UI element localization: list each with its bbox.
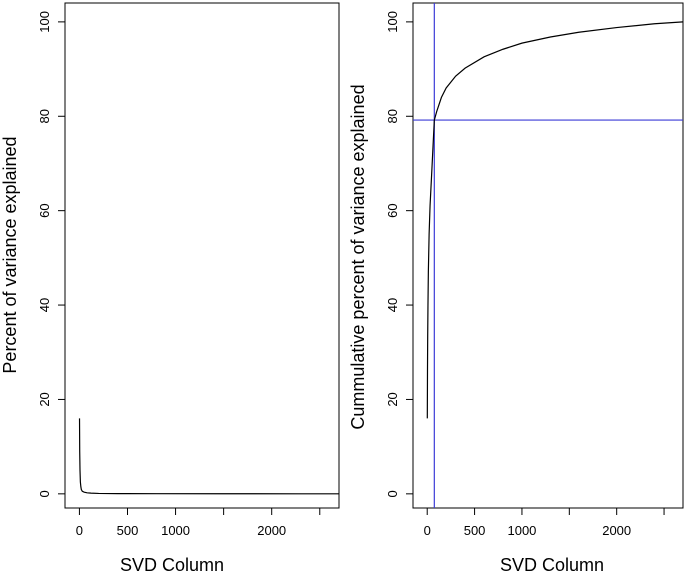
cumulative-variance-panel: 0 20 40 60 80 100 0 500 1000 2000 SVD Column Cum… [348,2,684,575]
y-tick-label: 40 [385,298,400,312]
x-axis-label: SVD Column [500,555,604,575]
cumulative-curve [426,21,684,419]
y-tick-label: 20 [37,392,52,406]
variance-curve [78,418,340,495]
variance-explained-panel: 0 20 40 60 80 100 0 500 1000 2000 SVD Column Per… [0,2,340,575]
x-axis-label: SVD Column [120,555,224,575]
y-tick-label: 20 [385,392,400,406]
x-tick-label: 1000 [507,523,536,538]
y-tick-label: 60 [385,203,400,217]
x-axis: 0 500 1000 2000 [76,508,321,538]
y-tick-label: 0 [37,490,52,497]
y-tick-label: 80 [385,109,400,123]
y-tick-label: 40 [37,298,52,312]
x-tick-label: 500 [464,523,486,538]
y-tick-label: 100 [385,11,400,33]
x-tick-label: 2000 [257,523,286,538]
plot-frame [64,2,340,509]
y-tick-label: 0 [385,490,400,497]
y-tick-label: 60 [37,203,52,217]
x-tick-label: 0 [424,523,431,538]
y-tick-label: 100 [37,11,52,33]
y-axis: 0 20 40 60 80 100 [37,11,65,497]
y-tick-label: 80 [37,109,52,123]
plot-frame [412,2,684,509]
x-tick-label: 2000 [602,523,631,538]
y-axis-label: Percent of variance explained [0,136,20,373]
y-axis: 0 20 40 60 80 100 [385,11,413,497]
x-axis: 0 500 1000 2000 [424,508,665,538]
x-tick-label: 0 [76,523,83,538]
x-tick-label: 500 [117,523,139,538]
x-tick-label: 1000 [161,523,190,538]
y-axis-label: Cummulative percent of variance explaine… [348,84,368,429]
